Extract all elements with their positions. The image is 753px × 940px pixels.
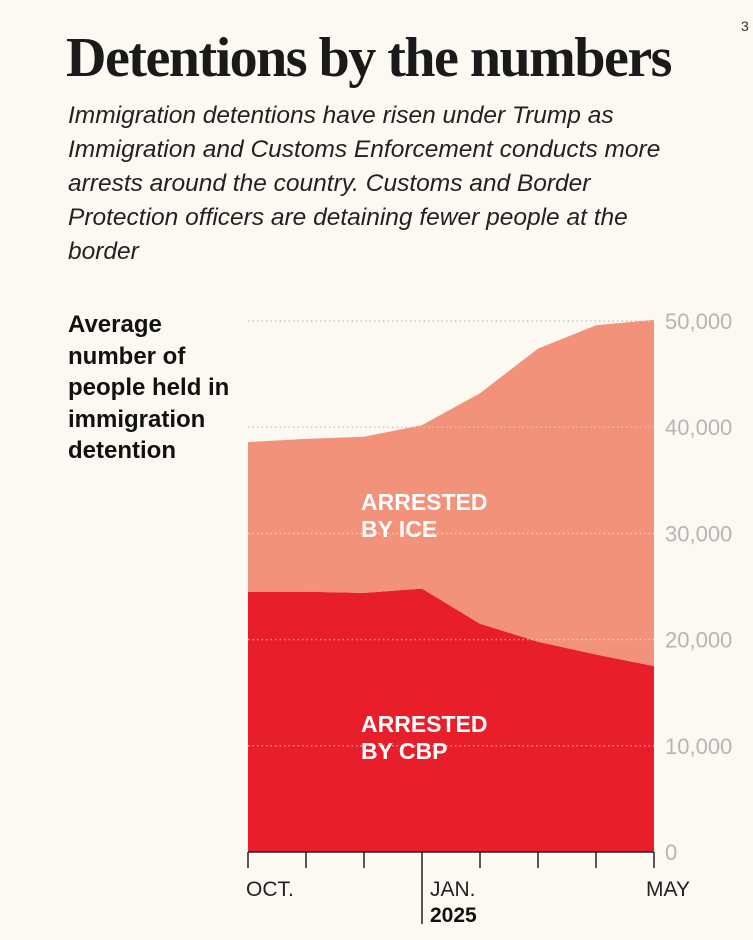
chart-title: Detentions by the numbers [66, 27, 672, 89]
corner-mark: 3 [741, 18, 749, 34]
y-axis-label: Average number of people held in immigra… [68, 311, 230, 464]
y-tick-label: 40,000 [665, 415, 732, 440]
y-tick-label: 10,000 [665, 734, 732, 759]
y-tick-label: 30,000 [665, 521, 732, 546]
y-tick-label: 50,000 [665, 309, 732, 334]
x-tick-label: JAN. [430, 878, 476, 901]
x-tick-label: OCT. [246, 878, 294, 901]
y-tick-label: 0 [665, 840, 677, 865]
x-tick-label: MAY [646, 878, 690, 901]
area-series-cbp [248, 588, 654, 852]
chart-subtitle: Immigration detentions have risen under … [68, 102, 661, 265]
area-label-ice: BY ICE [361, 516, 437, 542]
area-label-cbp: BY CBP [361, 738, 448, 764]
area-label-cbp: ARRESTED [361, 711, 488, 737]
y-tick-label: 20,000 [665, 628, 732, 653]
x-year-label: 2025 [430, 904, 477, 927]
area-series-ice [248, 319, 654, 667]
area-label-ice: ARRESTED [361, 489, 488, 515]
